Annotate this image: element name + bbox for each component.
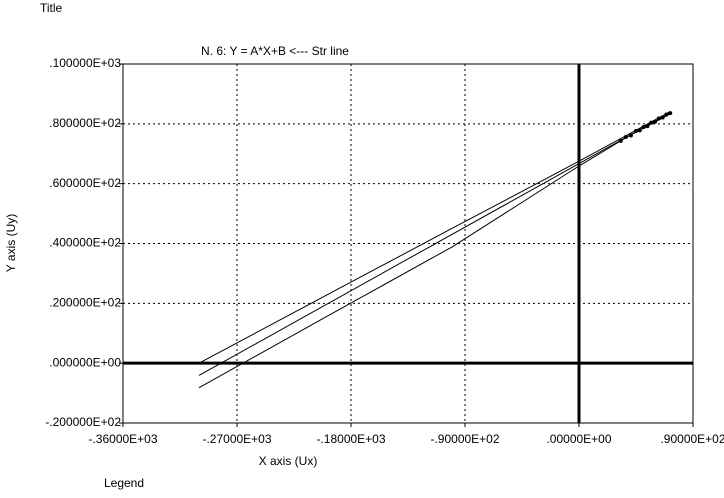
fit-line bbox=[198, 111, 671, 364]
x-tick-label: -.18000E+03 bbox=[316, 432, 385, 446]
y-tick-label: .400000E+02 bbox=[49, 236, 121, 250]
legend-title: Legend bbox=[104, 476, 144, 490]
y-tick-label: -.200000E+02 bbox=[45, 415, 121, 429]
x-tick-label: .00000E+00 bbox=[546, 432, 611, 446]
data-point bbox=[637, 128, 642, 133]
x-tick-label: -.36000E+03 bbox=[88, 432, 157, 446]
y-tick-label: .000000E+00 bbox=[49, 355, 121, 369]
y-tick-label: .100000E+03 bbox=[49, 56, 121, 70]
x-tick-label: -.27000E+03 bbox=[202, 432, 271, 446]
data-point bbox=[653, 119, 657, 124]
data-point bbox=[634, 129, 638, 134]
data-point bbox=[664, 112, 669, 117]
plot-area bbox=[198, 111, 673, 389]
data-point bbox=[641, 125, 646, 130]
data-point bbox=[645, 124, 650, 129]
data-point bbox=[623, 134, 628, 139]
data-point bbox=[649, 120, 654, 125]
y-axis-label: Y axis (Uy) bbox=[4, 214, 18, 272]
data-point bbox=[628, 133, 633, 138]
data-point bbox=[668, 111, 673, 116]
fit-line bbox=[198, 113, 671, 389]
data-point bbox=[618, 138, 623, 143]
x-tick-label: -.90000E+02 bbox=[430, 432, 499, 446]
chart-subtitle: N. 6: Y = A*X+B <--- Str line bbox=[201, 44, 349, 58]
y-tick-label: .200000E+02 bbox=[49, 296, 121, 310]
x-axis-label: X axis (Ux) bbox=[259, 454, 318, 468]
data-point bbox=[656, 116, 661, 121]
y-tick-label: .800000E+02 bbox=[49, 116, 121, 130]
y-tick-label: .600000E+02 bbox=[49, 176, 121, 190]
chart-title: Title bbox=[40, 1, 63, 15]
x-tick-label: .90000E+02 bbox=[660, 432, 724, 446]
data-point bbox=[660, 115, 665, 120]
plot-frame bbox=[122, 63, 694, 424]
fit-line bbox=[198, 112, 671, 376]
